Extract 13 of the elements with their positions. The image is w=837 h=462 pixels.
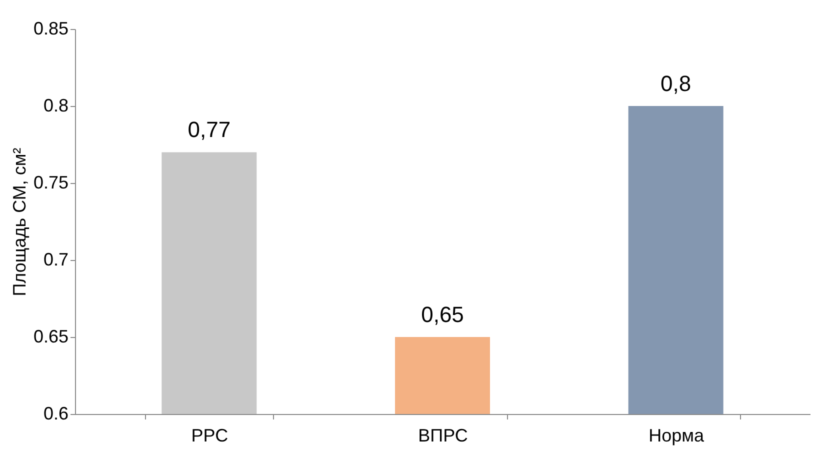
data-label: 0,77 bbox=[188, 117, 231, 142]
x-tick-label: РРС bbox=[191, 426, 228, 446]
y-tick-label: 0.75 bbox=[33, 172, 68, 192]
x-tick-label: Норма bbox=[648, 426, 706, 446]
data-label: 0,8 bbox=[660, 71, 692, 96]
data-label: 0,65 bbox=[421, 302, 464, 327]
x-tick-label: ВПРС bbox=[418, 426, 468, 446]
y-tick-label: 0.6 bbox=[43, 404, 68, 424]
y-tick-label: 0.65 bbox=[33, 326, 68, 346]
y-axis-title: Площадь СМ, см² bbox=[9, 148, 30, 296]
y-tick-label: 0.85 bbox=[33, 18, 68, 38]
y-tick-label: 0.8 bbox=[43, 96, 68, 116]
y-tick-label: 0.7 bbox=[43, 250, 68, 270]
